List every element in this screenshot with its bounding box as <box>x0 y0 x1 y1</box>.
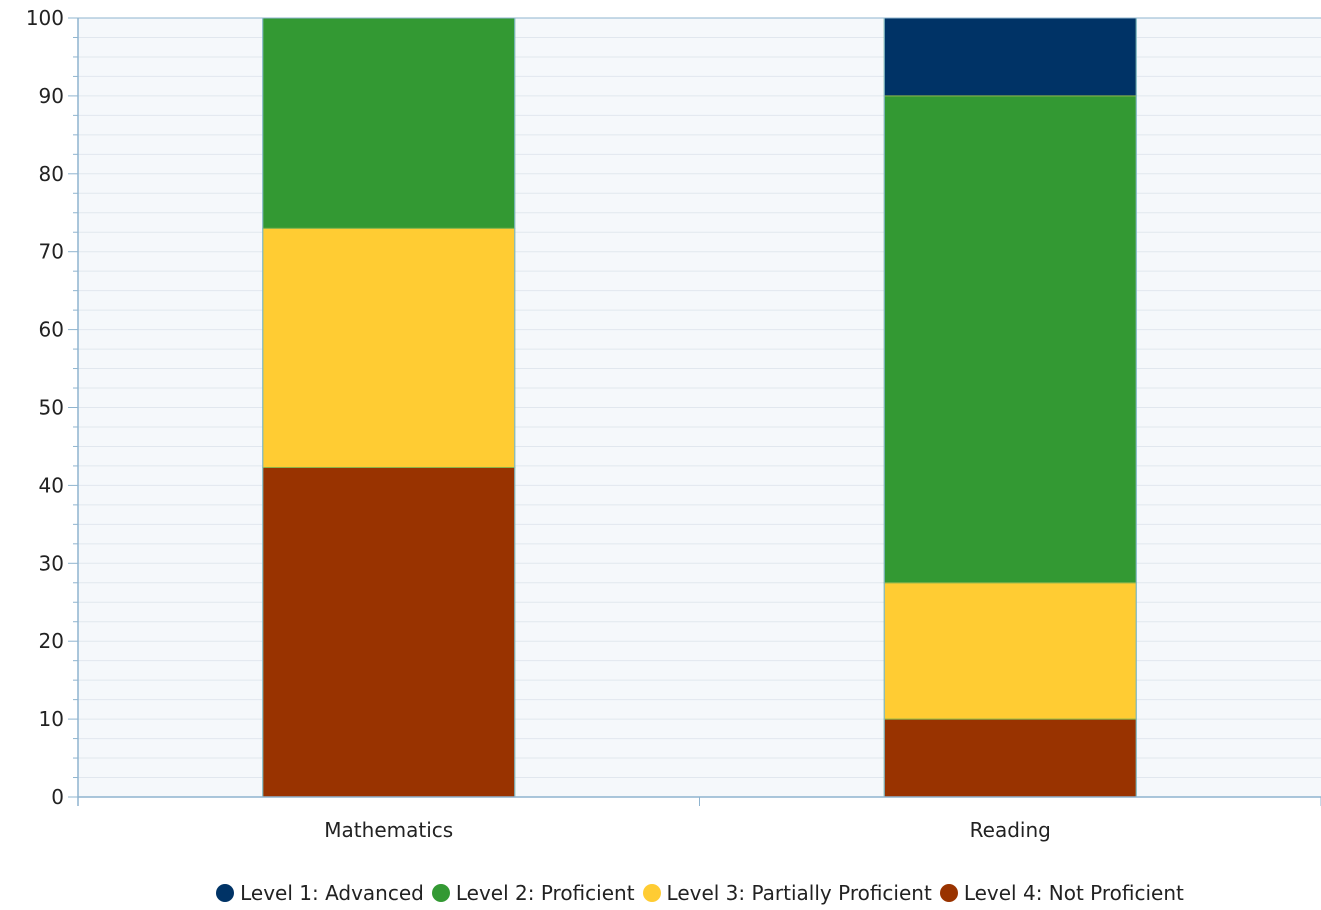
bar-segment <box>262 17 516 229</box>
legend-item[interactable]: Level 2: Proficient <box>431 881 635 905</box>
legend-swatch-icon <box>939 884 958 902</box>
y-tick-label: 70 <box>39 240 64 264</box>
legend-label: Level 2: Proficient <box>455 881 635 905</box>
y-tick-label: 0 <box>51 785 64 809</box>
y-tick-label: 100 <box>26 6 64 30</box>
chart-legend: Level 1: Advanced Level 2: Proficient Leve… <box>0 878 1321 908</box>
legend-label: Level 3: Partially Proficient <box>666 881 932 905</box>
chart-canvas: 0 10 20 30 40 50 60 70 80 90 100 Mathematics Reading <box>26 6 1321 842</box>
legend-swatch-icon <box>216 884 235 902</box>
bar-segment <box>883 95 1137 584</box>
bar-segment <box>883 718 1137 798</box>
bar-segment <box>883 17 1137 97</box>
y-tick-label: 90 <box>39 84 64 108</box>
legend-item[interactable]: Level 3: Partially Proficient <box>642 881 932 905</box>
x-tick-label: Mathematics <box>324 818 453 842</box>
legend-swatch-icon <box>431 884 450 902</box>
y-tick-label: 30 <box>39 551 64 575</box>
bar-segment <box>883 582 1137 720</box>
y-tick-label: 80 <box>39 162 64 186</box>
y-tick-label: 20 <box>39 629 64 653</box>
legend-label: Level 1: Advanced <box>240 881 424 905</box>
x-tick-label: Reading <box>970 818 1051 842</box>
legend-swatch-icon <box>642 884 661 902</box>
legend-item[interactable]: Level 4: Not Proficient <box>939 881 1184 905</box>
legend-item[interactable]: Level 1: Advanced <box>216 881 424 905</box>
bar-segment <box>262 227 516 468</box>
bar-segment <box>262 466 516 798</box>
y-tick-label: 10 <box>39 707 64 731</box>
y-tick-label: 60 <box>39 318 64 342</box>
y-tick-label: 50 <box>39 396 64 420</box>
legend-label: Level 4: Not Proficient <box>963 881 1184 905</box>
y-tick-label: 40 <box>39 473 64 497</box>
